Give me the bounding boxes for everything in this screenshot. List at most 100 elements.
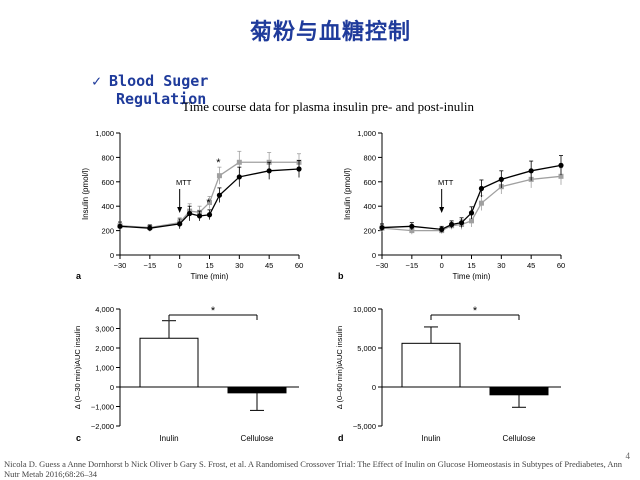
slide-title: 菊粉与血糖控制: [250, 20, 412, 45]
page-number: 4: [625, 451, 631, 461]
y-tick-label-d: −5,000: [353, 422, 376, 431]
data-point-pre-b: [528, 168, 534, 174]
data-point-post-b: [409, 228, 415, 234]
bullet-line-1: Blood Suger: [109, 72, 209, 90]
mtt-label-a: MTT: [176, 178, 192, 187]
data-point-pre-b: [449, 221, 455, 228]
x-axis-title-b: Time (min): [453, 272, 491, 281]
y-axis-title-b: Insulin (pmol/l): [343, 168, 352, 220]
data-point-pre-a: [236, 174, 242, 180]
category-label-c: Cellulose: [241, 434, 274, 443]
x-tick-label-b: 30: [497, 261, 505, 270]
y-tick-label-a: 0: [110, 251, 114, 260]
data-point-pre-a: [196, 213, 203, 219]
y-tick-label-a: 1,000: [95, 129, 114, 138]
bullet-heading: ✓ Blood Suger Regulation: [92, 72, 208, 108]
panel-label-b: b: [338, 271, 344, 281]
data-point-pre-a: [147, 225, 153, 231]
bar-cellulose-d: [489, 386, 549, 396]
mtt-arrowhead-a: [177, 207, 183, 213]
data-point-post-b: [478, 200, 484, 206]
panel-label-a: a: [76, 271, 82, 281]
x-tick-label-a: −30: [114, 261, 127, 270]
chart-subtitle: Time course data for plasma insulin pre-…: [182, 99, 474, 114]
data-point-pre-b: [478, 185, 485, 192]
significance-star-a: *: [216, 157, 221, 169]
significance-star-c: *: [211, 305, 216, 317]
category-label-d: Inulin: [421, 434, 440, 443]
x-tick-label-b: 15: [467, 261, 475, 270]
y-tick-label-c: 2,000: [95, 344, 114, 353]
check-icon: ✓: [92, 72, 102, 90]
significance-star-a: *: [206, 197, 211, 209]
data-point-pre-b: [439, 226, 445, 232]
data-point-post-b: [558, 173, 564, 179]
x-axis-title-a: Time (min): [191, 272, 229, 281]
y-axis-title-c: Δ (0–30 min)iAUC insulin: [73, 326, 82, 409]
data-point-post-a: [207, 200, 212, 206]
data-point-pre-b: [379, 224, 385, 231]
data-point-pre-a: [216, 192, 223, 198]
series-line-post-a: [119, 161, 299, 229]
y-tick-label-c: 3,000: [95, 325, 114, 334]
y-tick-label-b: 800: [363, 153, 376, 162]
y-tick-label-b: 600: [363, 178, 376, 187]
data-point-pre-a: [177, 221, 183, 227]
data-point-pre-a: [266, 168, 272, 174]
y-tick-label-c: 1,000: [95, 364, 114, 373]
y-tick-label-a: 200: [101, 227, 114, 236]
y-tick-label-c: 4,000: [95, 305, 114, 314]
y-tick-label-b: 0: [372, 251, 376, 260]
x-tick-label-a: 0: [178, 261, 182, 270]
series-line-pre-a: [119, 168, 300, 229]
category-label-d: Cellulose: [503, 434, 536, 443]
y-tick-label-b: 200: [363, 227, 376, 236]
data-point-post-a: [236, 159, 242, 165]
x-tick-label-a: 15: [205, 261, 213, 270]
citation: Nicola D. Guess a Anne Dornhorst b Nick …: [4, 459, 622, 479]
category-label-c: Inulin: [159, 434, 178, 443]
bullet-line-2: Regulation: [116, 90, 207, 108]
bar-cellulose-c: [227, 386, 287, 394]
x-tick-label-a: 30: [235, 261, 243, 270]
x-tick-label-b: 45: [527, 261, 535, 270]
x-tick-label-b: −30: [376, 261, 389, 270]
data-point-post-a: [216, 173, 222, 179]
y-tick-label-a: 800: [101, 153, 114, 162]
data-point-pre-b: [458, 220, 465, 226]
panel-label-d: d: [338, 433, 344, 443]
mtt-arrowhead-b: [439, 207, 445, 213]
x-tick-label-b: 0: [440, 261, 444, 270]
x-tick-label-b: 60: [557, 261, 565, 270]
y-tick-label-d: 0: [372, 383, 376, 392]
x-tick-label-a: 45: [265, 261, 273, 270]
x-tick-label-a: 60: [295, 261, 303, 270]
data-point-pre-a: [296, 166, 302, 172]
data-point-pre-a: [117, 223, 123, 229]
y-tick-label-b: 1,000: [357, 129, 376, 138]
data-point-pre-b: [498, 176, 504, 182]
x-tick-label-a: −15: [143, 261, 156, 270]
y-tick-label-d: 5,000: [357, 344, 376, 353]
y-tick-label-a: 600: [101, 178, 114, 187]
data-point-pre-b: [558, 162, 564, 168]
y-tick-label-d: 10,000: [353, 305, 376, 314]
y-axis-title-d: Δ (0–60 min)iAUC insulin: [335, 326, 344, 409]
y-tick-label-c: −2,000: [91, 422, 114, 431]
mtt-label-b: MTT: [438, 178, 454, 187]
data-point-pre-a: [206, 212, 213, 218]
data-point-post-b: [469, 218, 474, 224]
series-line-post-b: [381, 175, 562, 232]
bar-inulin-d: [401, 342, 461, 388]
data-point-pre-a: [187, 210, 193, 217]
data-point-pre-b: [409, 223, 415, 229]
y-axis-title-a: Insulin (pmol/l): [81, 168, 90, 220]
data-point-pre-b: [468, 210, 475, 216]
bar-inulin-c: [139, 337, 199, 388]
significance-star-d: *: [473, 305, 478, 317]
y-tick-label-a: 400: [101, 202, 114, 211]
series-line-pre-b: [381, 164, 562, 231]
y-tick-label-b: 400: [363, 202, 376, 211]
y-tick-label-c: 0: [110, 383, 114, 392]
